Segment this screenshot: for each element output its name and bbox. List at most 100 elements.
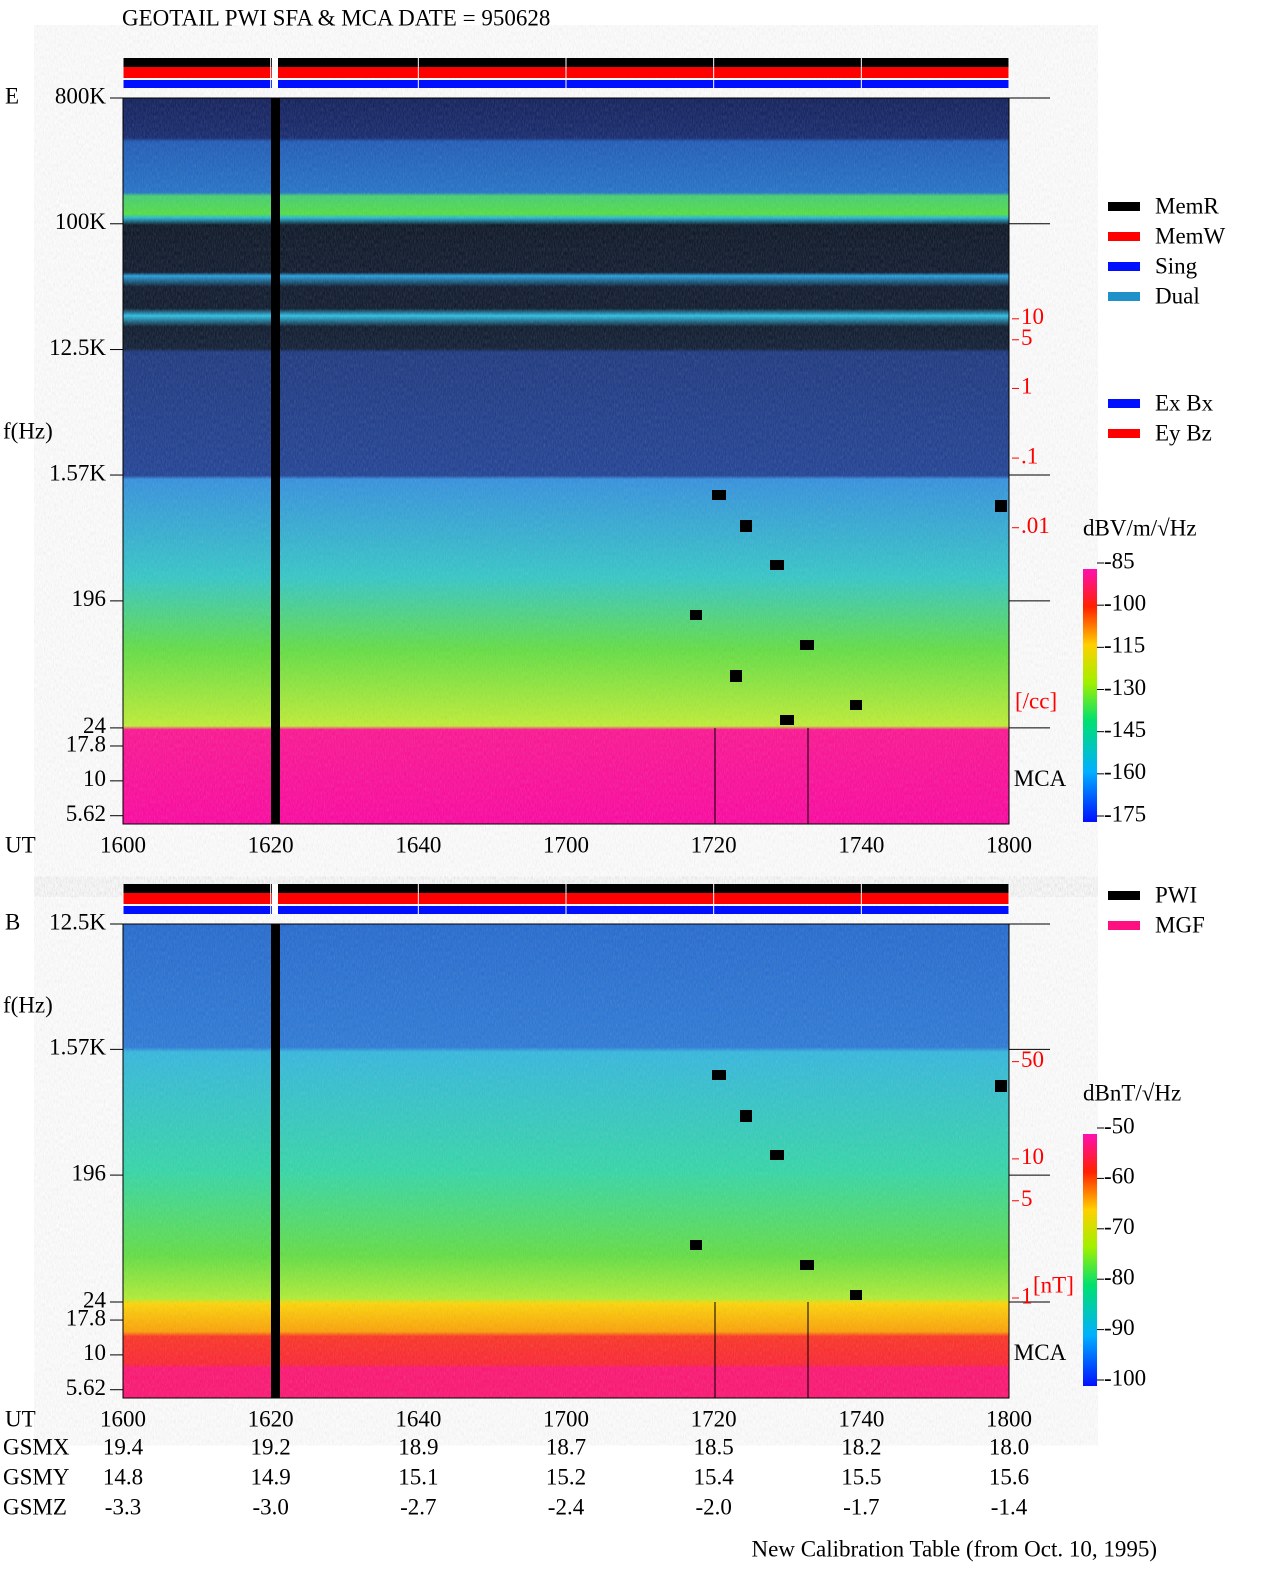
x-tick-label: 1740 xyxy=(838,1406,884,1431)
y-tick-label: 1.57K xyxy=(49,460,106,485)
x-tick-label: 1620 xyxy=(248,1406,294,1431)
legend-swatch xyxy=(1108,262,1140,271)
colorbar-tick-label: -90 xyxy=(1104,1315,1135,1340)
legend-swatch xyxy=(1108,921,1140,930)
y-tick-label: 5.62 xyxy=(66,801,106,826)
legend-label: Sing xyxy=(1155,253,1198,278)
y2-tick-label: 5 xyxy=(1021,325,1033,350)
y2-tick-label: 10 xyxy=(1021,1144,1044,1169)
colorbar-tick-label: -100 xyxy=(1104,590,1146,615)
y2-tick-label: 1 xyxy=(1021,374,1033,399)
colorbar-tick-label: -60 xyxy=(1104,1164,1135,1189)
y-tick-label: 800K xyxy=(55,83,107,108)
ephemeris-value: 18.0 xyxy=(989,1434,1029,1459)
legend-label: MemW xyxy=(1155,223,1226,248)
band-label: MCA xyxy=(1014,766,1067,791)
x-tick-label: 1800 xyxy=(986,1406,1032,1431)
footnote: New Calibration Table (from Oct. 10, 199… xyxy=(752,1536,1157,1561)
legend-label: MGF xyxy=(1155,912,1205,937)
data-gap xyxy=(271,98,280,824)
texture xyxy=(123,924,1009,1398)
colorbar-tick-label: -160 xyxy=(1104,759,1146,784)
x-tick-label: 1720 xyxy=(691,832,737,857)
chart-title: GEOTAIL PWI SFA & MCA DATE = 950628 xyxy=(122,5,550,30)
y2-axis-label: [/cc] xyxy=(1015,688,1057,713)
y-tick-label: 100K xyxy=(55,209,107,234)
ephemeris-value: 14.9 xyxy=(251,1464,291,1489)
x-tick-label: 1720 xyxy=(691,1406,737,1431)
legend-swatch xyxy=(1108,429,1140,438)
texture xyxy=(123,98,1009,824)
y-tick-label: 24 xyxy=(83,713,107,738)
colorbar-tick-label: -80 xyxy=(1104,1264,1135,1289)
ephemeris-value: -1.7 xyxy=(843,1494,879,1519)
ephemeris-name: GSMZ xyxy=(3,1494,67,1519)
ephemeris-value: 19.4 xyxy=(103,1434,144,1459)
y-tick-label: 1.57K xyxy=(49,1035,106,1060)
x-tick-label: 1800 xyxy=(986,832,1032,857)
legend-label: Ex Bx xyxy=(1155,390,1214,415)
band-label: MCA xyxy=(1014,1340,1067,1365)
y2-tick-label: 1 xyxy=(1021,1283,1033,1308)
y-tick-label: 12.5K xyxy=(49,909,106,934)
y-axis-label: f(Hz) xyxy=(3,418,53,443)
ephemeris-value: 18.5 xyxy=(694,1434,734,1459)
colorbar-tick-label: -175 xyxy=(1104,801,1146,826)
y2-tick-label: 5 xyxy=(1021,1186,1033,1211)
ephemeris-value: 15.1 xyxy=(398,1464,438,1489)
colorbar-tick-label: -70 xyxy=(1104,1214,1135,1239)
ephemeris-value: 15.6 xyxy=(989,1464,1029,1489)
ephemeris-name: GSMX xyxy=(3,1434,70,1459)
x-tick-label: 1600 xyxy=(100,832,146,857)
x-tick-label: 1740 xyxy=(838,832,884,857)
ephemeris-value: -3.3 xyxy=(105,1494,141,1519)
y-tick-label: 5.62 xyxy=(66,1375,106,1400)
ephemeris-value: 18.7 xyxy=(546,1434,586,1459)
spectrogram-images xyxy=(123,98,1009,1398)
colorbar xyxy=(1083,569,1097,822)
data-gap xyxy=(271,924,280,1398)
y2-tick-label: .01 xyxy=(1021,513,1050,538)
colorbar-label: dBnT/√Hz xyxy=(1083,1080,1181,1105)
colorbar-tick-label: -145 xyxy=(1104,717,1146,742)
y-tick-label: 196 xyxy=(72,1160,107,1185)
plot-frame xyxy=(122,97,1010,825)
legend-swatch xyxy=(1108,202,1140,211)
ephemeris-value: 15.4 xyxy=(694,1464,735,1489)
x-tick-label: 1700 xyxy=(543,832,589,857)
y2-tick-label: 50 xyxy=(1021,1047,1044,1072)
plot-frame xyxy=(122,923,1010,1399)
x-tick-label: 1700 xyxy=(543,1406,589,1431)
colorbar-tick-label: -50 xyxy=(1104,1113,1135,1138)
x-tick-label: 1640 xyxy=(395,1406,441,1431)
colorbar xyxy=(1083,1134,1097,1386)
legend-swatch xyxy=(1108,891,1140,900)
colorbar-label: dBV/m/√Hz xyxy=(1083,515,1197,540)
y-tick-label: 10 xyxy=(83,1340,106,1365)
ephemeris-value: 14.8 xyxy=(103,1464,143,1489)
legend-label: Ey Bz xyxy=(1155,420,1212,445)
legend-swatch xyxy=(1108,399,1140,408)
ephemeris-value: -2.4 xyxy=(548,1494,585,1519)
legend-label: Dual xyxy=(1155,283,1200,308)
y-tick-label: 10 xyxy=(83,766,106,791)
x-axis-label: UT xyxy=(5,832,36,857)
panel-label: B xyxy=(5,909,20,934)
x-tick-label: 1620 xyxy=(248,832,294,857)
legend-label: MemR xyxy=(1155,193,1220,218)
panel-label: E xyxy=(5,83,19,108)
y2-tick-label: .1 xyxy=(1021,443,1038,468)
colorbar-tick-label: -115 xyxy=(1104,633,1145,658)
ephemeris-value: 15.2 xyxy=(546,1464,586,1489)
y-tick-label: 12.5K xyxy=(49,335,106,360)
colorbar-tick-label: -130 xyxy=(1104,675,1146,700)
ephemeris-value: -1.4 xyxy=(991,1494,1028,1519)
x-axis-label: UT xyxy=(5,1406,36,1431)
y-tick-label: 17.8 xyxy=(66,1305,106,1330)
y-tick-label: 24 xyxy=(83,1287,107,1312)
dropouts xyxy=(690,490,1007,1300)
y2-axis-label: [nT] xyxy=(1033,1272,1074,1297)
ephemeris-value: 19.2 xyxy=(251,1434,291,1459)
legend-swatch xyxy=(1108,232,1140,241)
